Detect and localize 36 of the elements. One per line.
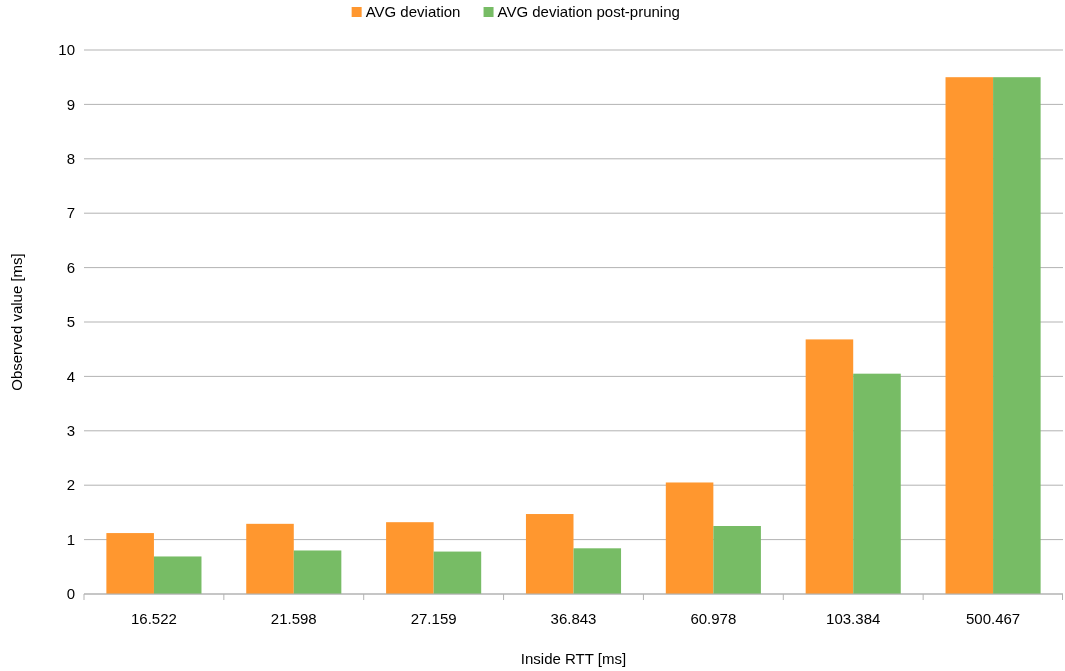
bar: [153, 556, 202, 594]
y-tick-label: 5: [66, 313, 75, 331]
x-tick-label: 27.159: [410, 610, 457, 627]
x-tick-label: 21.598: [270, 610, 317, 627]
bar: [805, 339, 854, 594]
bar: [433, 551, 482, 594]
x-tick-label: 36.843: [550, 610, 597, 627]
y-axis-title: Observed value [ms]: [8, 253, 25, 391]
y-tick-label: 2: [66, 476, 75, 494]
bar: [993, 77, 1041, 594]
bar: [853, 373, 901, 594]
y-tick-label: 1: [66, 530, 75, 548]
y-tick-label: 9: [66, 95, 75, 113]
x-axis-title: Inside RTT [ms]: [520, 650, 627, 667]
x-tick-label: 16.522: [130, 610, 177, 627]
bar: [525, 514, 574, 594]
bar: [106, 533, 154, 594]
legend-label: AVG deviation: [365, 3, 461, 20]
y-tick-label: 8: [66, 150, 75, 168]
bar: [573, 548, 622, 594]
y-tick-label: 4: [66, 367, 75, 385]
x-tick-label: 103.384: [826, 610, 881, 627]
bar: [386, 522, 434, 594]
bar: [293, 550, 342, 594]
bar: [713, 526, 761, 594]
y-tick-label: 0: [66, 585, 75, 603]
legend-label: AVG deviation post-pruning: [497, 3, 680, 20]
y-tick-label: 10: [58, 41, 75, 59]
bar: [246, 523, 294, 594]
y-tick-label: 7: [66, 204, 75, 222]
x-tick-label: 60.978: [690, 610, 737, 627]
y-tick-label: 3: [66, 422, 75, 440]
bar: [945, 77, 994, 594]
x-tick-label: 500.467: [965, 610, 1021, 627]
y-tick-label: 6: [66, 258, 75, 276]
bar: [665, 482, 714, 594]
